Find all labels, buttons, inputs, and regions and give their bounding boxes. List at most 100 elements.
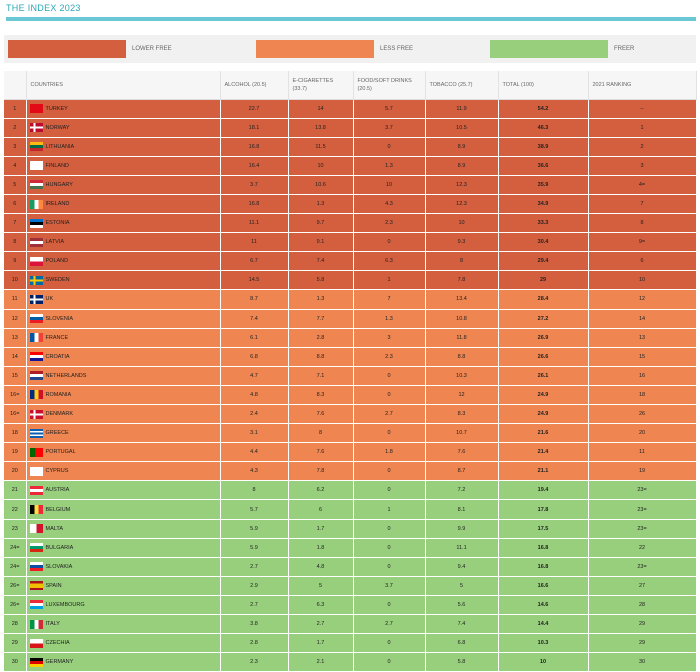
tobacco-cell: 9.9 [425,519,499,539]
food-soft-drinks-cell: 1.8 [353,442,426,463]
rank-cell: 3 [4,137,27,157]
country-name: ESTONIA [45,220,70,227]
previous-ranking-cell: 4= [588,175,697,195]
tobacco-cell: 10.7 [425,423,499,444]
rank-cell: 9 [4,251,27,272]
col-header-e-cigarettes[interactable]: E-CIGARETTES (33.7) [288,71,354,100]
total-cell: 54.2 [498,99,589,119]
previous-ranking-cell: 6 [588,251,697,272]
total-cell: 10 [498,652,589,672]
total-cell: 19.4 [498,480,589,501]
previous-ranking-cell: 30 [588,652,697,672]
total-cell: 24.9 [498,385,589,406]
table-row: 11 UK 8.7 1.3 7 13.4 28.4 12 [4,289,697,310]
rank-cell: 13 [4,328,27,348]
e-cigarettes-cell: 7.7 [288,309,354,329]
e-cigarettes-cell: 1.8 [288,538,354,558]
previous-ranking-cell: 14 [588,309,697,329]
total-cell: 27.2 [498,309,589,329]
tobacco-cell: 7.6 [425,442,499,463]
col-header-tobacco[interactable]: TOBACCO (25.7) [425,71,499,100]
e-cigarettes-cell: 6.3 [288,595,354,616]
tobacco-cell: 8.3 [425,404,499,425]
total-cell: 33.3 [498,213,589,234]
alcohol-cell: 4.7 [220,366,289,386]
e-cigarettes-cell: 1.7 [288,519,354,539]
alcohol-cell: 8.7 [220,289,289,310]
food-soft-drinks-cell: 2.7 [353,404,426,425]
e-cigarettes-cell: 11.5 [288,137,354,157]
food-soft-drinks-cell: 0 [353,538,426,558]
flag-romania-icon [29,390,43,400]
table-row: 14 CROATIA 6.8 8.8 2.3 8.8 26.6 15 [4,347,697,367]
flag-croatia-icon [29,352,43,362]
previous-ranking-cell: 23= [588,499,697,520]
previous-ranking-cell: 2 [588,137,697,157]
tobacco-cell: 8.9 [425,156,499,176]
previous-ranking-cell: 20 [588,423,697,444]
total-cell: 21.6 [498,423,589,444]
country-name: LITHUANIA [45,143,75,150]
e-cigarettes-cell: 8 [288,423,354,444]
col-header-food-soft-drinks[interactable]: FOOD/SOFT DRINKS (20.5) [353,71,426,100]
tobacco-cell: 6.8 [425,633,499,654]
previous-ranking-cell: 23= [588,557,697,577]
col-header-2021-ranking[interactable]: 2021 RANKING [588,71,697,100]
food-soft-drinks-cell: 1 [353,270,426,291]
alcohol-cell: 2.7 [220,557,289,577]
total-cell: 30.4 [498,232,589,253]
col-header-alcohol[interactable]: ALCOHOL (20.5) [220,71,289,100]
table-row: 1 TURKEY 22.7 14 5.7 11.9 54.2– [4,99,697,119]
e-cigarettes-cell: 7.8 [288,461,354,482]
total-cell: 26.1 [498,366,589,386]
rank-cell: 16= [4,404,27,425]
food-soft-drinks-cell: 0 [353,366,426,386]
food-soft-drinks-cell: 0 [353,633,426,654]
food-soft-drinks-cell: 0 [353,480,426,501]
food-soft-drinks-cell: 0 [353,423,426,444]
previous-ranking-cell: 13 [588,328,697,348]
legend-swatch-lower-free [8,40,126,58]
flag-lithuania-icon [29,142,43,152]
e-cigarettes-cell: 6 [288,499,354,520]
e-cigarettes-cell: 7.1 [288,366,354,386]
previous-ranking-cell: 26 [588,404,697,425]
tobacco-cell: 5.6 [425,595,499,616]
country-name: BULGARIA [45,544,74,551]
country-cell: ESTONIA [26,213,221,234]
previous-ranking-cell: 8 [588,213,697,234]
flag-norway-icon [29,123,43,133]
flag-cyprus-icon [29,466,43,476]
food-soft-drinks-cell: 4.3 [353,194,426,215]
country-name: SLOVENIA [45,315,74,322]
col-header-total[interactable]: TOTAL (100) [498,71,589,100]
previous-ranking-cell: 19 [588,461,697,482]
food-soft-drinks-cell: 2.3 [353,213,426,234]
rank-cell: 14 [4,347,27,367]
total-cell: 16.8 [498,557,589,577]
country-cell: DENMARK [26,404,221,425]
flag-sweden-icon [29,275,43,285]
alcohol-cell: 11 [220,232,289,253]
e-cigarettes-cell: 9.7 [288,213,354,234]
alcohol-cell: 4.4 [220,442,289,463]
food-soft-drinks-cell: 0 [353,519,426,539]
e-cigarettes-cell: 8.8 [288,347,354,367]
country-cell: HUNGARY [26,175,221,195]
country-name: SWEDEN [45,277,70,284]
country-cell: SWEDEN [26,270,221,291]
table-row: 19 PORTUGAL 4.4 7.6 1.8 7.6 21.4 11 [4,442,697,463]
legend-item-freer: FREER [490,39,634,59]
table-row: 9 POLAND 6.7 7.4 6.3 8 29.4 6 [4,251,697,272]
country-cell: SLOVAKIA [26,557,221,577]
food-soft-drinks-cell: 3.7 [353,576,426,596]
rank-cell: 29 [4,633,27,654]
table-row: 16= ROMANIA 4.8 8.3 0 12 24.9 18 [4,385,697,406]
table-row: 24= BULGARIA 5.9 1.8 0 11.1 16.8 22 [4,538,697,558]
table-row: 21 AUSTRIA 8 6.2 0 7.2 19.4 23= [4,480,697,501]
total-cell: 36.6 [498,156,589,176]
country-cell: IRELAND [26,194,221,215]
tobacco-cell: 8 [425,251,499,272]
col-header-countries[interactable]: COUNTRIES [26,71,221,100]
flag-spain-icon [29,581,43,591]
